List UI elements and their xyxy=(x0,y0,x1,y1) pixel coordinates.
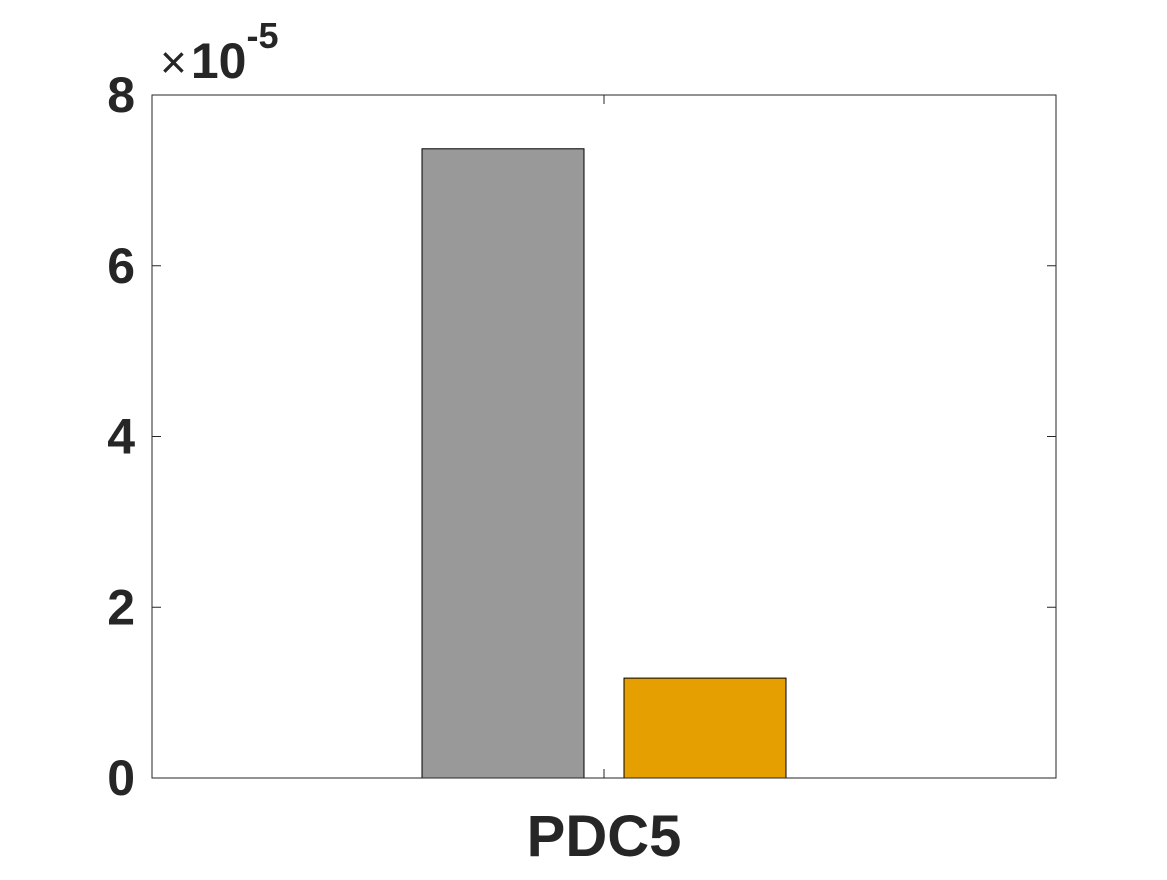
bar-series-1 xyxy=(421,148,585,779)
y-tick-label: 8 xyxy=(107,67,135,123)
bar-series-2 xyxy=(623,677,787,779)
y-ticks-layer: 0 2 4 6 8 xyxy=(107,67,1056,806)
y-tick-label: 2 xyxy=(107,579,135,635)
y-tick-label: 0 xyxy=(107,750,135,806)
y-tick-label: 4 xyxy=(107,409,135,465)
x-tick-label: PDC5 xyxy=(527,804,682,869)
axes-box xyxy=(151,94,1057,779)
bars-layer xyxy=(421,148,787,779)
exponent-base: 10 xyxy=(191,33,247,89)
y-axis-exponent-label: ×10-5 xyxy=(160,15,279,89)
exponent-times-sign: × xyxy=(160,36,187,88)
x-ticks-layer: PDC5 xyxy=(527,95,682,869)
exponent-power: -5 xyxy=(247,15,279,56)
y-tick-label: 6 xyxy=(107,238,135,294)
axes-layer xyxy=(151,94,1057,779)
